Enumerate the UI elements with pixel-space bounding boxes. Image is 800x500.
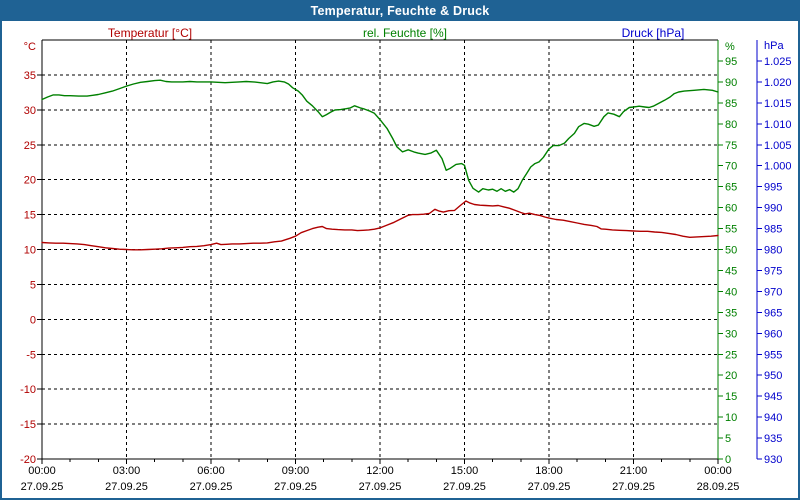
humidity-axis-tick-label: 60 [725, 203, 737, 215]
pressure-axis-tick-label: 1.000 [764, 161, 792, 173]
temperature-axis-tick-label: 20 [24, 175, 36, 187]
humidity-axis-tick-label: 55 [725, 224, 737, 236]
legend-pressure: Druck [hPa] [622, 26, 685, 40]
time-label: 18:00 [535, 465, 563, 477]
pressure-axis-tick-label: 935 [764, 433, 782, 445]
date-label: 27.09.25 [105, 481, 148, 493]
humidity-axis-tick-label: 40 [725, 286, 737, 298]
humidity-axis-tick-label: 65 [725, 182, 737, 194]
humidity-axis-tick-label: 10 [725, 412, 737, 424]
date-label: 27.09.25 [612, 481, 655, 493]
legend-temperature: Temperatur [°C] [108, 26, 192, 40]
time-label: 06:00 [197, 465, 225, 477]
temperature-axis-tick-label: 25 [24, 140, 36, 152]
window-title-bar: Temperatur, Feuchte & Druck [0, 0, 800, 21]
temperature-axis-tick-label: -10 [20, 384, 36, 396]
humidity-axis-tick-label: 5 [725, 433, 731, 445]
pressure-axis-tick-label: 1.010 [764, 119, 792, 131]
humidity-axis-tick-label: 30 [725, 328, 737, 340]
pressure-axis-tick-label: 1.020 [764, 77, 792, 89]
pressure-axis-tick-label: 1.025 [764, 56, 792, 68]
humidity-axis-tick-label: 15 [725, 391, 737, 403]
temperature-axis-tick-label: -5 [26, 349, 36, 361]
time-label: 21:00 [620, 465, 648, 477]
temperature-axis-tick-label: 5 [30, 279, 36, 291]
humidity-axis-unit: % [725, 41, 735, 53]
temperature-axis-tick-label: -15 [20, 419, 36, 431]
humidity-axis-tick-label: 80 [725, 119, 737, 131]
temperature-axis-tick-label: 10 [24, 245, 36, 257]
pressure-axis-tick-label: 965 [764, 307, 782, 319]
humidity-axis-tick-label: 95 [725, 56, 737, 68]
temperature-axis-tick-label: 0 [30, 314, 36, 326]
pressure-axis-tick-label: 960 [764, 328, 782, 340]
pressure-axis-tick-label: 1.015 [764, 98, 792, 110]
pressure-axis-tick-label: 990 [764, 203, 782, 215]
pressure-axis-tick-label: 975 [764, 265, 782, 277]
time-label: 00:00 [704, 465, 732, 477]
pressure-axis-tick-label: 1.005 [764, 140, 792, 152]
humidity-axis-tick-label: 0 [725, 454, 731, 466]
pressure-axis-tick-label: 995 [764, 182, 782, 194]
pressure-axis-tick-label: 930 [764, 454, 782, 466]
date-label: 27.09.25 [21, 481, 64, 493]
time-label: 12:00 [366, 465, 394, 477]
humidity-axis-tick-label: 35 [725, 307, 737, 319]
humidity-axis-tick-label: 85 [725, 98, 737, 110]
legend-humidity: rel. Feuchte [%] [363, 26, 447, 40]
pressure-axis-tick-label: 980 [764, 245, 782, 257]
humidity-axis-tick-label: 70 [725, 161, 737, 173]
date-label: 27.09.25 [274, 481, 317, 493]
humidity-axis-tick-label: 90 [725, 77, 737, 89]
pressure-axis-tick-label: 945 [764, 391, 782, 403]
temperature-axis-tick-label: 30 [24, 105, 36, 117]
pressure-axis-tick-label: 940 [764, 412, 782, 424]
pressure-axis-tick-label: 950 [764, 370, 782, 382]
pressure-axis-tick-label: 955 [764, 349, 782, 361]
humidity-axis-tick-label: 20 [725, 370, 737, 382]
date-label: 27.09.25 [190, 481, 233, 493]
pressure-axis-tick-label: 985 [764, 224, 782, 236]
time-label: 03:00 [113, 465, 141, 477]
date-label: 27.09.25 [443, 481, 486, 493]
temperature-curve [41, 200, 719, 251]
temperature-axis-tick-label: 15 [24, 210, 36, 222]
temperature-axis-unit: °C [24, 41, 36, 53]
pressure-axis-unit: hPa [764, 40, 784, 52]
humidity-axis-tick-label: 50 [725, 245, 737, 257]
time-label: 15:00 [451, 465, 479, 477]
date-label: 28.09.25 [697, 481, 740, 493]
time-label: 09:00 [282, 465, 310, 477]
humidity-curve [41, 79, 719, 193]
temperature-axis-tick-label: -20 [20, 454, 36, 466]
pressure-axis-tick-label: 970 [764, 286, 782, 298]
humidity-axis-tick-label: 45 [725, 265, 737, 277]
temperature-axis-tick-label: 35 [24, 70, 36, 82]
date-label: 27.09.25 [528, 481, 571, 493]
time-label: 00:00 [28, 465, 56, 477]
humidity-axis-tick-label: 75 [725, 140, 737, 152]
humidity-axis-tick-label: 25 [725, 349, 737, 361]
date-label: 27.09.25 [359, 481, 402, 493]
window-title: Temperatur, Feuchte & Druck [310, 3, 490, 18]
